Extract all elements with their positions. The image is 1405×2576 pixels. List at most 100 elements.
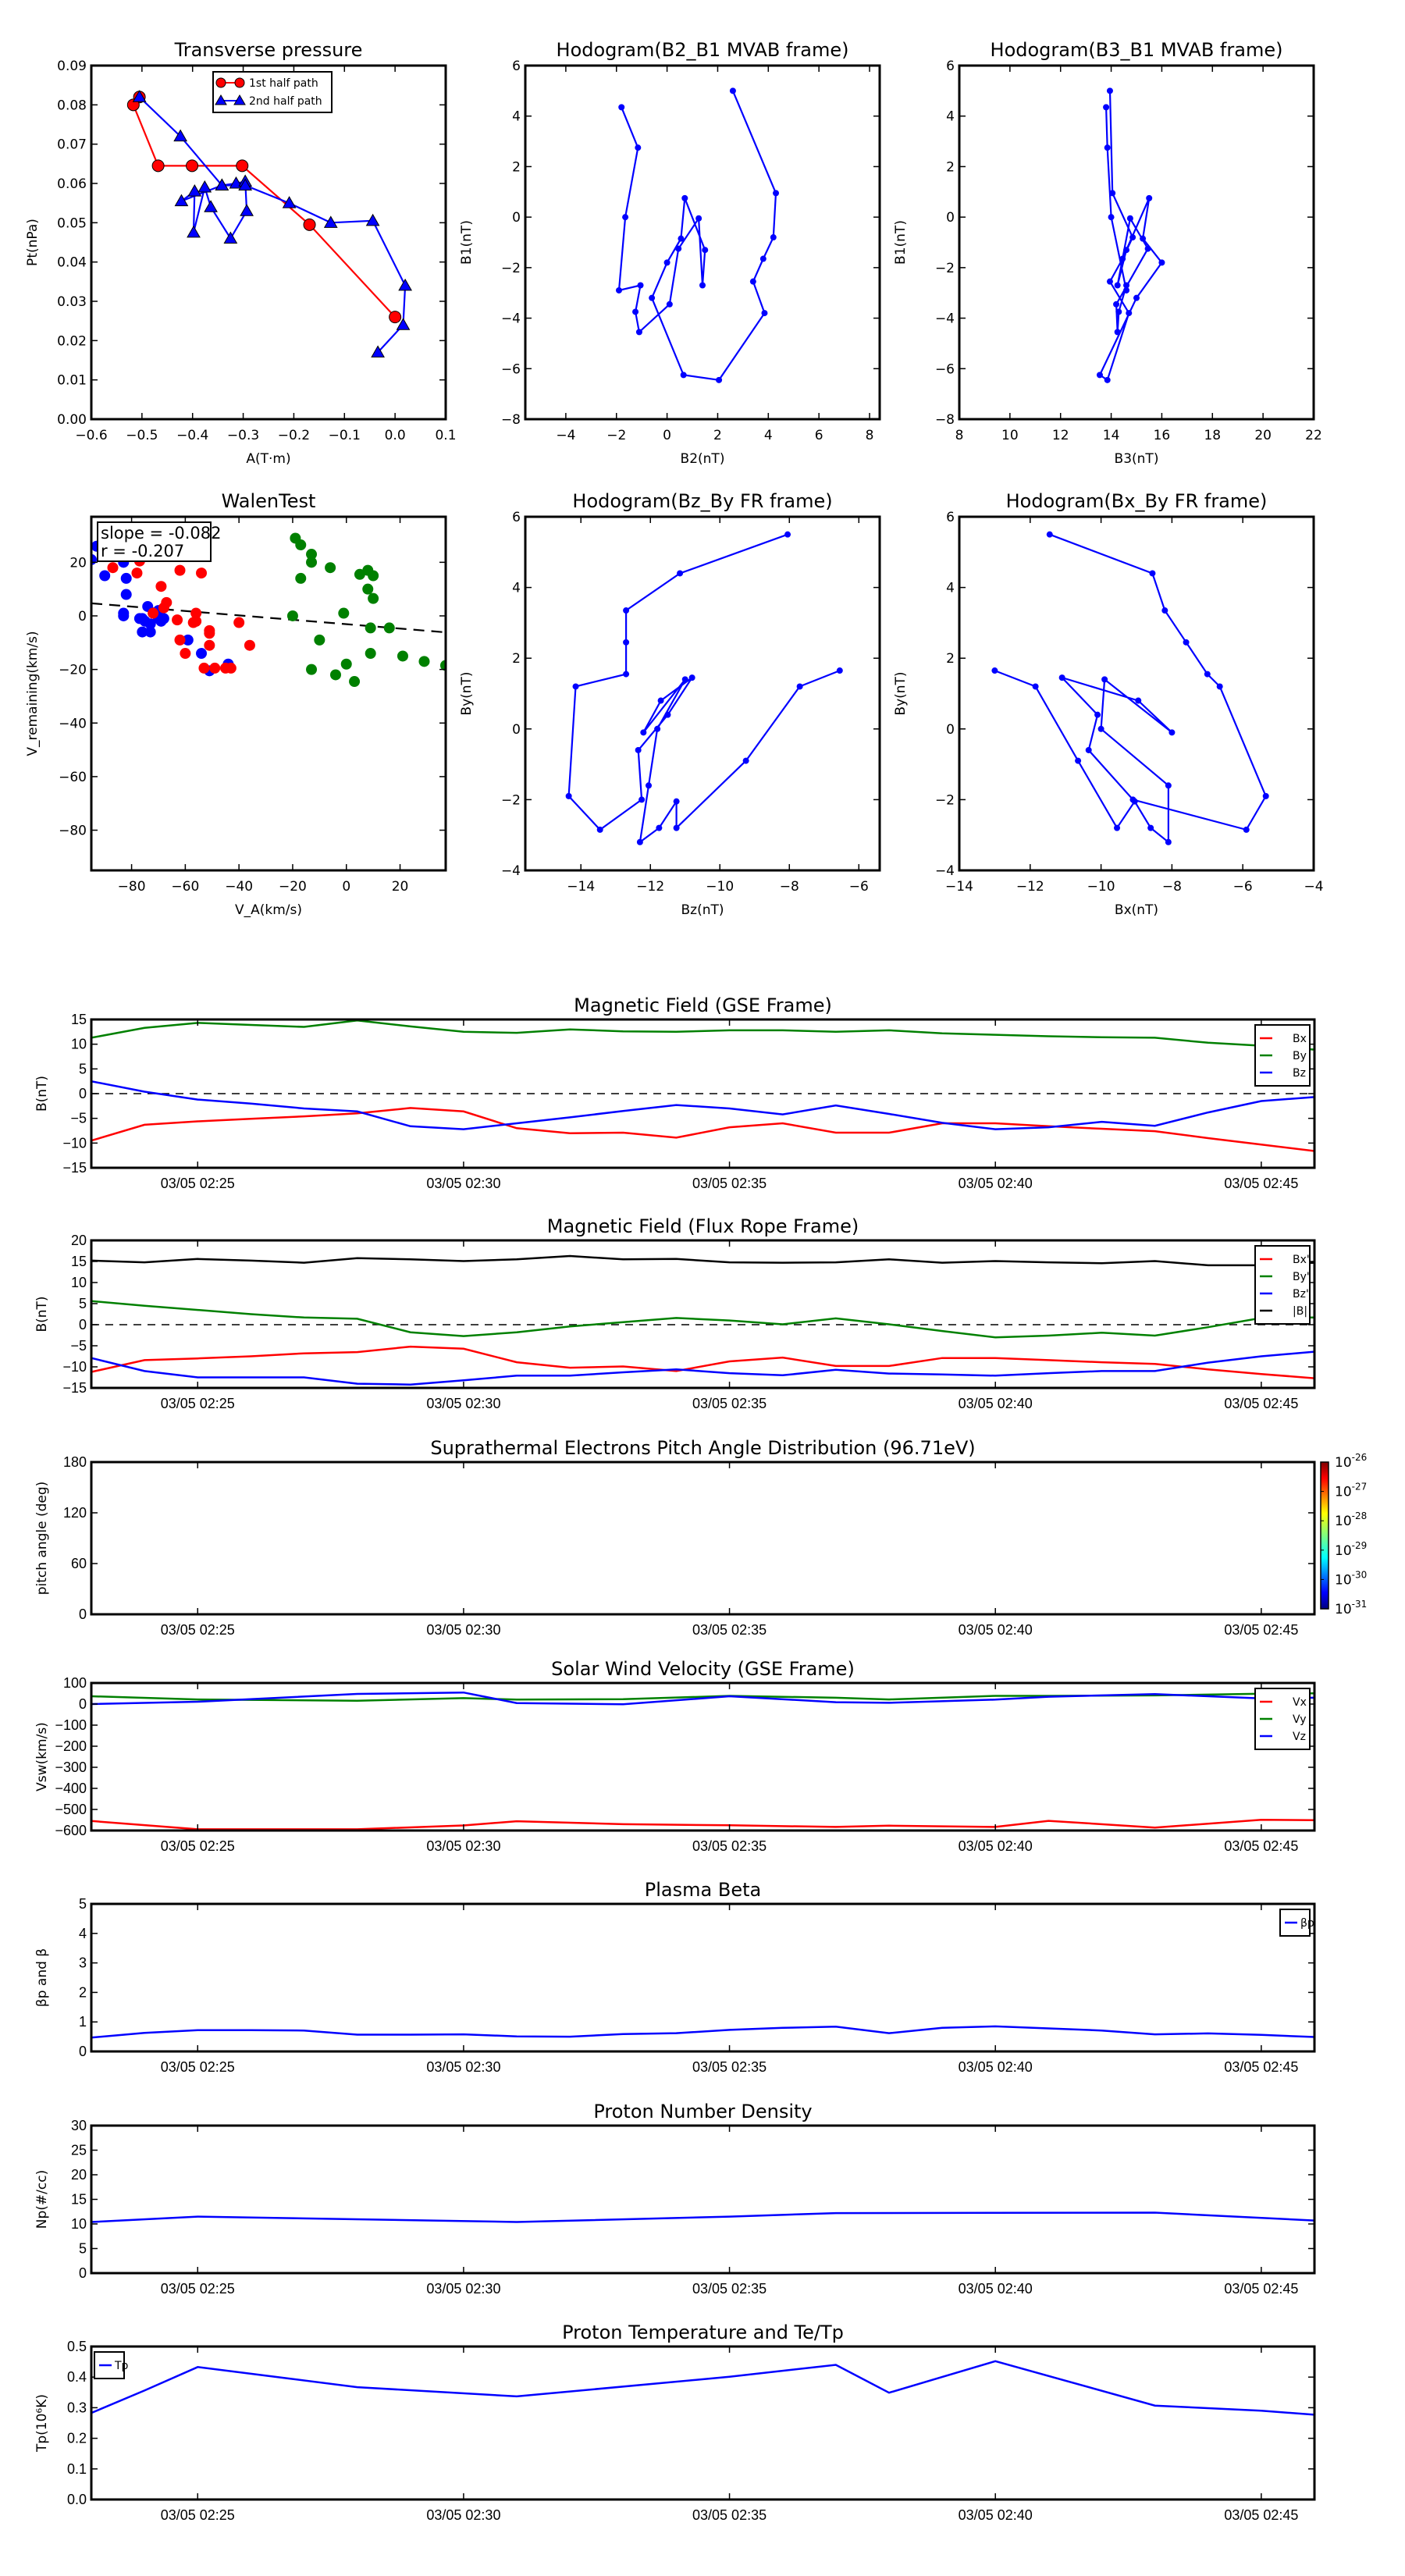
x-tick-label: 03/05 02:40 — [959, 1838, 1033, 1854]
data-point-b2-b1 — [681, 194, 688, 201]
chart-title: Hodogram(B3_B1 MVAB frame) — [991, 39, 1283, 61]
y-tick-label: −5 — [70, 1338, 87, 1354]
y-tick-label: −200 — [55, 1738, 87, 1754]
x-tick-label: −0.2 — [278, 428, 310, 443]
data-point-y-component — [209, 662, 221, 674]
x-tick-label: 03/05 02:40 — [959, 2507, 1033, 2523]
y-axis-label: By(nT) — [459, 671, 475, 715]
y-tick-label: 25 — [71, 2143, 87, 2158]
legend-box — [212, 71, 333, 113]
data-point-b2-b1 — [622, 214, 629, 221]
data-point-z-component — [306, 664, 318, 675]
data-point-z-component — [340, 658, 352, 670]
y-axis-label: B(nT) — [34, 1076, 50, 1112]
x-tick-label: 12 — [1052, 428, 1069, 443]
data-point-y-component — [148, 607, 159, 619]
data-point-2nd-half-path — [187, 184, 202, 197]
legend-marker — [233, 94, 246, 105]
x-tick-label: −8 — [780, 879, 799, 895]
data-point-b3-b1 — [1096, 372, 1103, 379]
axes-frame — [524, 515, 881, 872]
data-point-bx-by — [1046, 531, 1053, 538]
series-line-bx — [91, 1345, 1314, 1379]
data-point-z-component — [325, 562, 336, 574]
data-point-bx-by — [1243, 826, 1250, 833]
y-tick-label: 0 — [79, 2044, 87, 2059]
data-point-b2-b1 — [695, 215, 702, 222]
y-tick-label: 6 — [512, 510, 521, 525]
data-point-2nd-half-path — [215, 178, 229, 191]
y-tick-label: 0.5 — [67, 2339, 87, 2354]
y-tick-label: 5 — [79, 1296, 87, 1311]
x-tick-label: 0.1 — [435, 428, 456, 443]
data-point-b2-b1 — [635, 144, 642, 151]
data-point-bz-by — [673, 824, 680, 831]
x-tick-label: 03/05 02:25 — [161, 1622, 235, 1638]
data-point-bx-by — [1149, 570, 1156, 577]
data-point-b3-b1 — [1113, 301, 1120, 308]
axes-frame — [90, 1681, 1316, 1832]
y-tick-label: −5 — [70, 1111, 87, 1126]
y-tick-label: 20 — [71, 1233, 87, 1248]
chart-title: Solar Wind Velocity (GSE Frame) — [551, 1658, 855, 1680]
y-tick-label: −4 — [501, 863, 521, 879]
x-tick-label: 03/05 02:45 — [1224, 1622, 1298, 1638]
data-point-2nd-half-path — [323, 215, 338, 228]
y-axis-label: By(nT) — [893, 671, 909, 715]
x-tick-label: 03/05 02:45 — [1224, 2281, 1298, 2297]
x-tick-label: 03/05 02:45 — [1224, 1838, 1298, 1854]
data-point-z-component — [368, 592, 379, 604]
y-tick-label: 0 — [79, 1086, 87, 1101]
y-tick-label: 4 — [512, 581, 521, 596]
y-axis-label: pitch angle (deg) — [34, 1482, 50, 1596]
x-tick-label: −6 — [1233, 879, 1253, 895]
r-text: r = -0.207 — [101, 542, 184, 560]
y-tick-label: 0.3 — [67, 2400, 87, 2415]
series-line-by — [91, 1019, 1314, 1051]
plot-area — [91, 532, 446, 688]
x-tick-label: 03/05 02:25 — [161, 1176, 235, 1191]
x-tick-label: −0.5 — [126, 428, 158, 443]
data-point-bx-by — [1165, 782, 1172, 789]
y-tick-label: 5 — [79, 2241, 87, 2257]
data-point-bz-by — [836, 667, 843, 674]
series-line-bz-by — [567, 533, 841, 845]
data-point-y-component — [158, 602, 169, 614]
data-point-b2-b1 — [675, 245, 682, 252]
proton-temperature-plot: Proton Temperature and Te/Tp 0.0 0.1 0.2 0.3… — [34, 2322, 1316, 2523]
data-point-b2-b1 — [729, 87, 736, 94]
x-tick-label: 03/05 02:40 — [959, 2059, 1033, 2075]
data-point-bx-by — [1161, 607, 1168, 614]
slope-text: slope = -0.082 — [101, 524, 222, 543]
legend-label: By' — [1293, 1271, 1310, 1283]
chart-title: Hodogram(Bx_By FR frame) — [1006, 490, 1268, 512]
x-axis-label: V_A(km/s) — [235, 902, 302, 918]
y-tick-label: 6 — [946, 59, 955, 74]
data-point-b3-b1 — [1114, 329, 1121, 336]
data-point-1st-half-path — [151, 159, 165, 173]
x-tick-label: 10 — [1001, 428, 1019, 443]
x-tick-label: 03/05 02:35 — [692, 1396, 767, 1411]
y-tick-label: 10 — [71, 1275, 87, 1290]
legend-label: Bx — [1293, 1033, 1307, 1045]
x-axis-label: Bx(nT) — [1115, 902, 1158, 918]
data-point-x-component — [144, 626, 156, 638]
data-point-bz-by — [623, 607, 630, 614]
data-point-b3-b1 — [1108, 214, 1115, 221]
x-tick-label: 8 — [866, 428, 874, 443]
legend-label: Bx' — [1293, 1254, 1310, 1266]
y-tick-label: 0 — [78, 609, 87, 624]
chart-title: Plasma Beta — [645, 1879, 761, 1901]
x-tick-label: 20 — [392, 879, 409, 895]
magnetic-field-gse-plot: Magnetic Field (GSE Frame) −15 −10 −5 0 5 10 15… — [34, 994, 1316, 1191]
y-tick-label: 0.1 — [67, 2461, 87, 2477]
x-tick-label: −0.1 — [329, 428, 361, 443]
data-point-bx-by — [1262, 792, 1269, 799]
x-tick-label: 03/05 02:45 — [1224, 2059, 1298, 2075]
series-line-vz — [91, 1691, 1314, 1706]
data-point-y-component — [131, 568, 143, 579]
y-tick-label: −10 — [62, 1359, 87, 1375]
x-tick-label: −0.3 — [227, 428, 259, 443]
x-tick-label: 0 — [663, 428, 671, 443]
x-tick-label: 03/05 02:25 — [161, 2281, 235, 2297]
